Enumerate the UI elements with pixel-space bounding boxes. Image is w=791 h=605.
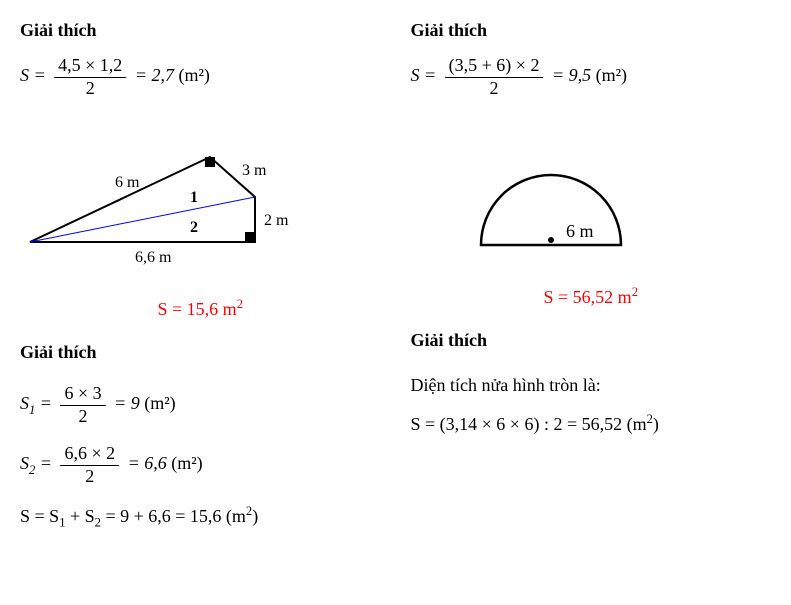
q3-region-2: 2 [190,219,198,236]
q3-region-1: 1 [190,189,198,206]
q3-block: 6 m 3 m 2 m 6,6 m 1 2 S = 15,6 m2 Giải t… [20,125,381,530]
q3-s1-unit: (m²) [144,393,175,413]
q1-fraction: 4,5 × 1,2 2 [54,55,126,99]
q3-answer: S = 15,6 m2 [20,297,381,320]
q1-unit: (m²) [178,65,209,85]
q1-formula: S = 4,5 × 1,2 2 = 2,7 (m²) [20,55,381,99]
q3-s2-unit: (m²) [171,454,202,474]
q3-s2-num: 6,6 × 2 [60,443,119,466]
q3-side-top: 6 m [115,174,140,191]
q3-s2-formula: S2 = 6,6 × 2 2 = 6,6 (m²) [20,443,381,487]
q3-s1-res: 9 [131,393,140,413]
q3-side-right-top: 3 m [242,162,267,179]
q3-side-right-bottom: 2 m [264,212,289,229]
q1-heading: Giải thích [20,20,381,41]
q3-s2-res: 6,6 [144,454,167,474]
q3-s1-den: 2 [60,406,105,428]
q2-block: Giải thích S = (3,5 + 6) × 2 2 = 9,5 (m²… [411,20,772,105]
q2-numerator: (3,5 + 6) × 2 [445,55,544,78]
q4-answer: S = 56,52 m2 [411,285,772,308]
q1-result: 2,7 [151,65,174,85]
q2-heading: Giải thích [411,20,772,41]
q4-heading: Giải thích [411,330,772,351]
q4-block: 6 m S = 56,52 m2 Giải thích Diện tích nử… [411,125,772,530]
q4-semicircle-diagram: 6 m [451,145,671,265]
q2-fraction: (3,5 + 6) × 2 2 [445,55,544,99]
q1-numerator: 4,5 × 1,2 [54,55,126,78]
q1-var: S [20,65,29,85]
q1-block: Giải thích S = 4,5 × 1,2 2 = 2,7 (m²) [20,20,381,105]
q3-s2-den: 2 [60,466,119,488]
q4-radius-label: 6 m [566,221,594,241]
q3-triangle-diagram: 6 m 3 m 2 m 6,6 m 1 2 [20,137,300,277]
q2-var: S [411,65,420,85]
q3-sum-line: S = S1 + S2 = 9 + 6,6 = 15,6 (m2) [20,504,381,531]
q2-unit: (m²) [596,65,627,85]
q2-result: 9,5 [569,65,592,85]
q2-formula: S = (3,5 + 6) × 2 2 = 9,5 (m²) [411,55,772,99]
q3-s1-formula: S1 = 6 × 3 2 = 9 (m²) [20,383,381,427]
q1-denominator: 2 [54,78,126,100]
q4-line2: S = (3,14 × 6 × 6) : 2 = 56,52 (m2) [411,412,772,435]
q3-heading: Giải thích [20,342,381,363]
q4-line1: Diện tích nửa hình tròn là: [411,375,772,396]
q2-denominator: 2 [445,78,544,100]
q3-side-bottom: 6,6 m [135,249,172,266]
q3-s1-num: 6 × 3 [60,383,105,406]
